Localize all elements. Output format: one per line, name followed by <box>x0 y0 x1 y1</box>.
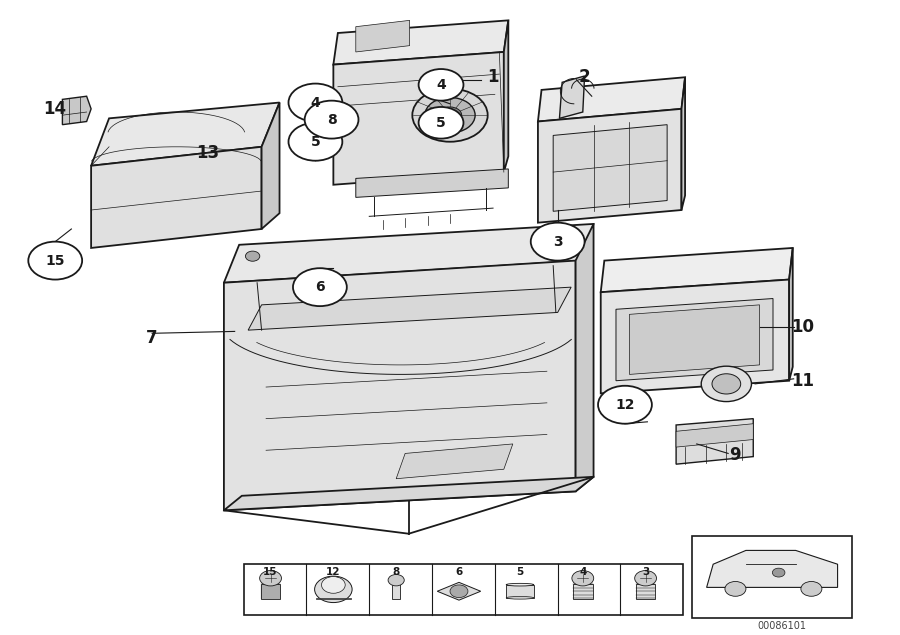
Polygon shape <box>676 418 753 464</box>
Polygon shape <box>538 77 685 121</box>
Circle shape <box>289 84 342 121</box>
Circle shape <box>425 98 475 133</box>
Text: 6: 6 <box>315 280 325 294</box>
Circle shape <box>418 107 464 138</box>
Polygon shape <box>706 551 838 587</box>
Polygon shape <box>62 97 91 124</box>
Circle shape <box>701 366 752 401</box>
Polygon shape <box>600 279 789 393</box>
Circle shape <box>321 577 346 593</box>
Circle shape <box>412 89 488 142</box>
Circle shape <box>246 251 260 261</box>
Ellipse shape <box>506 584 534 586</box>
Text: 10: 10 <box>791 318 814 336</box>
Polygon shape <box>576 224 594 491</box>
Text: 7: 7 <box>147 329 158 347</box>
Polygon shape <box>262 102 280 229</box>
Polygon shape <box>224 224 594 283</box>
Text: 2: 2 <box>579 68 590 86</box>
Text: 3: 3 <box>553 235 562 249</box>
Bar <box>316 598 351 599</box>
Polygon shape <box>248 287 572 330</box>
Text: 14: 14 <box>44 100 67 118</box>
Text: 15: 15 <box>264 566 278 577</box>
Polygon shape <box>629 305 760 375</box>
Text: 8: 8 <box>392 566 400 577</box>
Polygon shape <box>554 124 667 211</box>
Text: 5: 5 <box>310 135 320 149</box>
Polygon shape <box>224 260 576 511</box>
Ellipse shape <box>506 596 534 599</box>
Polygon shape <box>789 248 793 381</box>
Text: 1: 1 <box>487 68 499 86</box>
Circle shape <box>438 107 462 123</box>
Text: 6: 6 <box>455 566 463 577</box>
Text: 12: 12 <box>326 566 340 577</box>
Polygon shape <box>676 424 753 447</box>
Bar <box>244 564 683 615</box>
Circle shape <box>293 268 346 306</box>
Circle shape <box>289 123 342 161</box>
Text: 5: 5 <box>517 566 524 577</box>
Text: 00086101: 00086101 <box>758 621 806 631</box>
Circle shape <box>450 585 468 598</box>
Polygon shape <box>681 77 685 210</box>
Text: 11: 11 <box>791 371 814 390</box>
Text: 9: 9 <box>730 446 741 464</box>
Circle shape <box>598 386 652 424</box>
Polygon shape <box>333 52 504 185</box>
Polygon shape <box>437 582 481 600</box>
Circle shape <box>724 582 746 596</box>
Polygon shape <box>600 248 793 292</box>
Text: 4: 4 <box>436 78 446 92</box>
Circle shape <box>531 223 585 260</box>
Circle shape <box>28 242 82 279</box>
Polygon shape <box>504 20 508 172</box>
Bar <box>506 585 534 598</box>
Circle shape <box>634 571 656 586</box>
Polygon shape <box>560 76 585 118</box>
Polygon shape <box>356 20 410 52</box>
Text: 4: 4 <box>310 95 320 110</box>
Text: 12: 12 <box>616 398 634 411</box>
Bar <box>635 584 655 599</box>
Circle shape <box>712 374 741 394</box>
Circle shape <box>304 101 358 138</box>
Polygon shape <box>91 147 262 248</box>
Circle shape <box>388 575 404 586</box>
Bar <box>392 584 400 599</box>
Text: 3: 3 <box>642 566 649 577</box>
Bar <box>692 535 852 618</box>
Circle shape <box>801 582 822 596</box>
Polygon shape <box>356 169 508 197</box>
Bar <box>573 584 593 599</box>
Circle shape <box>418 69 464 101</box>
Circle shape <box>572 571 594 586</box>
Circle shape <box>772 568 785 577</box>
Circle shape <box>315 576 352 603</box>
Polygon shape <box>91 102 280 166</box>
Text: 5: 5 <box>436 116 446 130</box>
Text: 8: 8 <box>327 112 337 126</box>
Bar <box>261 584 281 599</box>
Text: 4: 4 <box>579 566 587 577</box>
Polygon shape <box>538 109 681 223</box>
Circle shape <box>259 571 282 586</box>
Polygon shape <box>333 20 508 65</box>
Text: 13: 13 <box>196 144 220 162</box>
Polygon shape <box>616 298 773 381</box>
Polygon shape <box>224 477 594 511</box>
Circle shape <box>551 234 565 244</box>
Polygon shape <box>396 444 513 479</box>
Text: 15: 15 <box>46 253 65 267</box>
